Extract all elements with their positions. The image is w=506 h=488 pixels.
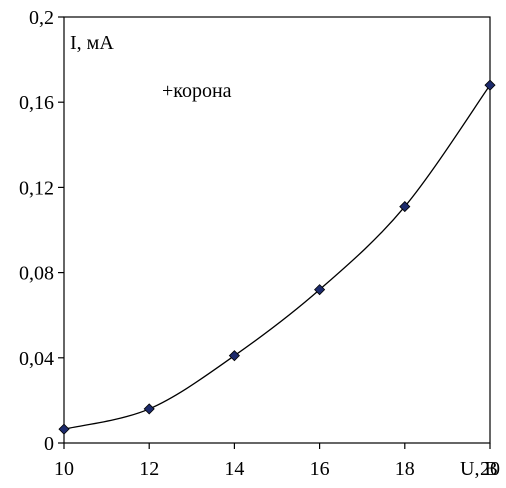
x-tick-label: 10 (54, 458, 74, 480)
y-tick-label: 0 (44, 433, 54, 455)
plot-area (63, 16, 491, 444)
series-line (63, 84, 491, 430)
y-axis-label: I, мА (70, 32, 114, 54)
x-tick-label: 12 (139, 458, 159, 480)
data-point (314, 284, 326, 296)
plot-border (63, 16, 491, 444)
y-tick-label: 0,12 (19, 177, 54, 199)
data-point (143, 403, 155, 415)
x-tick-label: 14 (224, 458, 244, 480)
chart-annotation: +корона (162, 80, 232, 102)
y-tick-label: 0,16 (19, 92, 54, 114)
data-point (484, 79, 496, 91)
x-tick-label: 20 (480, 458, 500, 480)
x-tick-label: 18 (395, 458, 415, 480)
y-tick-label: 0,2 (29, 7, 54, 29)
data-point (228, 350, 240, 362)
data-point (58, 423, 70, 435)
y-tick-label: 0,04 (19, 348, 54, 370)
data-point (399, 201, 411, 213)
x-axis-label: U, В (460, 458, 498, 480)
y-axis: 0 0,04 0,08 0,12 0,16 0,2 (19, 7, 64, 455)
y-tick-label: 0,08 (19, 263, 54, 285)
x-tick-label: 16 (310, 458, 330, 480)
x-axis: 10 12 14 16 18 20 (54, 443, 500, 480)
data-markers (58, 79, 496, 435)
